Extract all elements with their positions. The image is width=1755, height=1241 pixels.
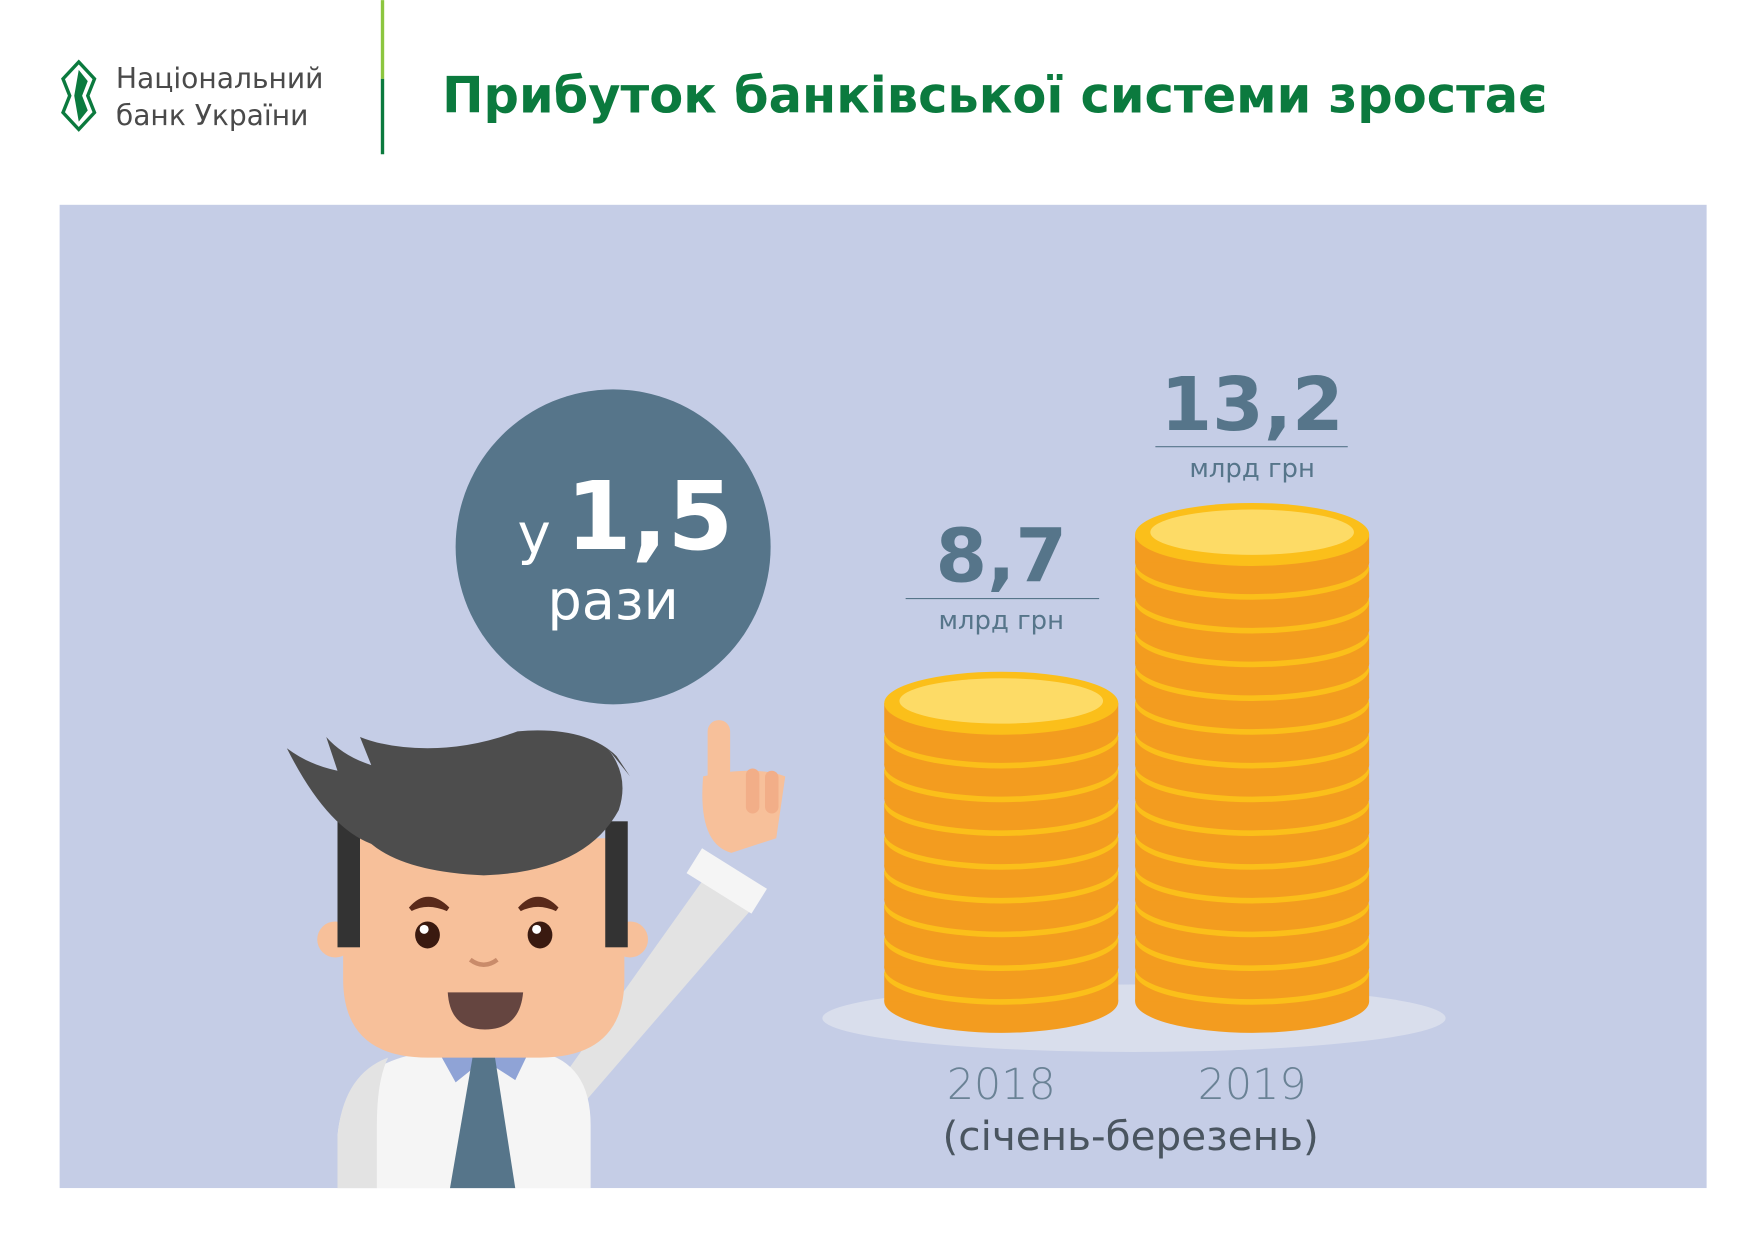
coin-stack-2018 — [884, 671, 1119, 1033]
nose — [468, 957, 499, 967]
coin-stacks — [884, 502, 1370, 1033]
fist — [702, 770, 786, 853]
logo-line-2: банк України — [116, 99, 308, 132]
right-eye — [527, 921, 553, 949]
page-title: Прибуток банківської системи зростає — [442, 67, 1547, 125]
hair — [286, 730, 630, 876]
tie — [450, 1057, 516, 1189]
infographic-panel — [59, 204, 1707, 1189]
unit-label-2019: млрд грн — [1189, 454, 1314, 484]
left-eye — [415, 921, 440, 949]
raised-arm — [528, 871, 760, 1126]
badge-value: 1,5 — [566, 462, 733, 572]
unit-label-2018: млрд грн — [939, 606, 1064, 636]
shirt-cuff — [686, 848, 767, 914]
growth-badge: у 1,5 рази — [455, 389, 771, 705]
coin-face — [899, 678, 1104, 724]
logo-emblem-icon — [61, 59, 97, 132]
label-2019: 13,2 млрд грн — [1155, 361, 1348, 484]
coin-face — [1150, 509, 1354, 555]
right-eyebrow — [518, 896, 559, 912]
coin — [884, 671, 1119, 763]
category-label-2019: 2019 — [1198, 1060, 1307, 1110]
label-2018: 8,7 млрд грн — [905, 513, 1100, 636]
mouth — [447, 992, 524, 1030]
badge-prefix: у — [518, 503, 551, 568]
face — [343, 838, 625, 1058]
value-label-2018: 8,7 — [935, 513, 1067, 600]
coin — [1135, 502, 1370, 595]
businessman-illustration — [286, 720, 786, 1189]
shirt-collar — [438, 1051, 529, 1083]
category-label-2018: 2018 — [947, 1060, 1056, 1110]
left-eyebrow — [408, 896, 450, 912]
nbu-logo: Національний банк України — [61, 59, 324, 132]
badge-suffix: рази — [548, 569, 679, 632]
value-label-2019: 13,2 — [1161, 361, 1344, 448]
period-label: (січень-березень) — [943, 1112, 1319, 1160]
logo-line-1: Національний — [116, 62, 324, 95]
coin-stack-2019 — [1135, 502, 1370, 1033]
